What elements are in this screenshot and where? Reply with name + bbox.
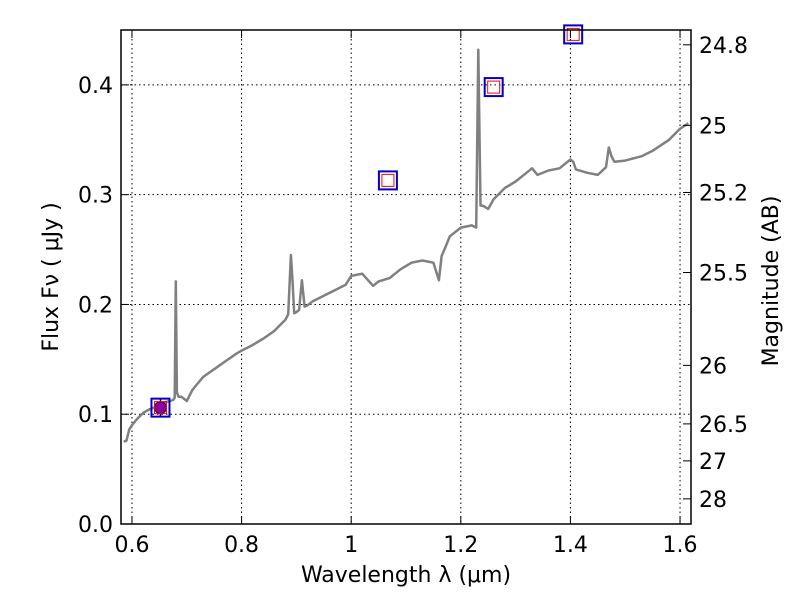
y-tick-label: 0.2 <box>78 293 113 318</box>
y-tick-label: 0.0 <box>78 513 113 538</box>
model-box-outer <box>150 397 171 418</box>
y2-tick-label: 27 <box>699 450 727 475</box>
spectrum-line <box>123 48 689 443</box>
model-box-outer <box>563 24 584 45</box>
y-tick-label: 0.3 <box>78 184 113 209</box>
y2-tick-label: 24.8 <box>699 34 748 59</box>
model-box-inner <box>153 401 167 415</box>
model-box-inner <box>487 80 501 94</box>
x-tick-label: 0.6 <box>114 533 149 558</box>
y2-tick-label: 26.5 <box>699 413 748 438</box>
y2-tick-label: 28 <box>699 488 727 513</box>
series-layer <box>123 48 689 443</box>
y2-axis-label: Magnitude (AB) <box>759 196 784 367</box>
model-box-inner <box>381 173 395 187</box>
y2-tick-label: 25.2 <box>699 181 748 206</box>
x-axis-label: Wavelength λ (μm) <box>301 563 511 588</box>
y-tick-label: 0.1 <box>78 403 113 428</box>
model-box-outer <box>483 77 504 98</box>
tick-layer: 0.6 0.8 1 1.2 1.4 1.6 0.0 0.1 0.2 0.3 0.4 24.8 25 25.… <box>78 30 748 558</box>
model-box-inner <box>566 27 580 41</box>
x-tick-label: 1.6 <box>663 533 698 558</box>
grid-layer <box>121 30 691 525</box>
y2-tick-label: 25.5 <box>699 261 748 286</box>
observed-point <box>153 401 167 415</box>
marker-layer <box>150 24 584 418</box>
y-tick-label: 0.4 <box>78 74 113 99</box>
y2-tick-label: 26 <box>699 354 727 379</box>
x-tick-label: 1.2 <box>443 533 478 558</box>
x-tick-label: 1.4 <box>553 533 588 558</box>
y2-tick-label: 25 <box>699 114 727 139</box>
y-axis-label: Flux Fν ( μJy ) <box>39 202 64 351</box>
model-box-outer <box>377 170 398 191</box>
plot-frame <box>120 29 692 525</box>
x-tick-label: 1 <box>344 533 358 558</box>
x-tick-label: 0.8 <box>224 533 259 558</box>
